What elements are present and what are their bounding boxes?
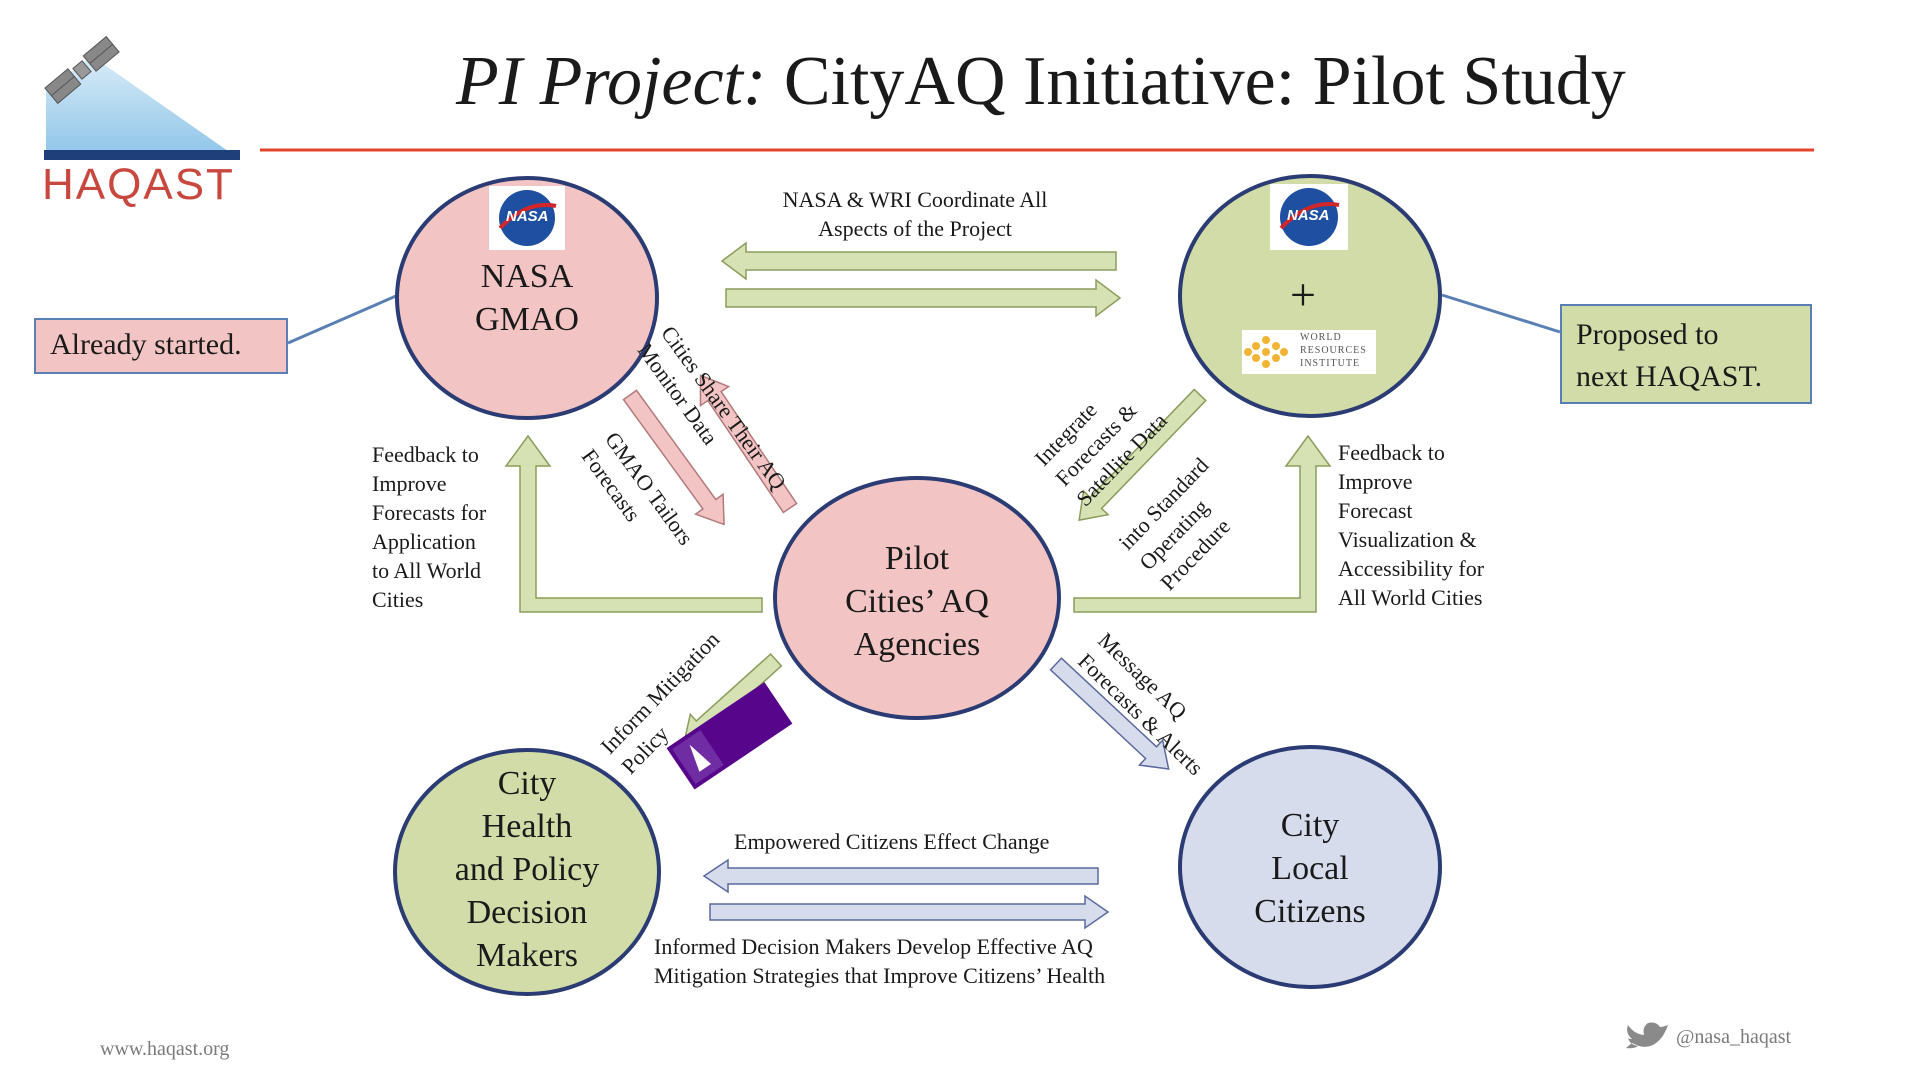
label-feedback-right: Feedback to Improve Forecast Visualizati… <box>1338 438 1484 612</box>
arrow-integrate-forecasts <box>1078 388 1207 522</box>
plus-sign: + <box>1290 269 1316 320</box>
label-informed: Informed Decision Makers Develop Effecti… <box>654 932 1105 990</box>
label-line: Visualization & <box>1338 527 1477 552</box>
wri-line: INSTITUTE <box>1300 358 1361 369</box>
node-line: Decision <box>466 894 588 931</box>
footer-twitter-handle[interactable]: @nasa_haqast <box>1676 1026 1792 1048</box>
arrow-to-gmao <box>720 241 1117 281</box>
arrow-gmao-forecasts <box>622 389 725 526</box>
label-line: Forecasts for <box>372 500 487 525</box>
callout-line: Proposed to <box>1576 318 1719 351</box>
label-line: Forecast <box>1338 498 1413 523</box>
label-line: NASA & WRI Coordinate All <box>782 187 1048 212</box>
callout-proposed: Proposed to next HAQAST. <box>1560 304 1812 404</box>
node-label-city-local: City Local Citizens <box>1220 804 1400 933</box>
arrow-cities-share-data <box>699 374 798 514</box>
node-city-health <box>393 748 661 996</box>
node-line: Makers <box>476 937 578 974</box>
label-line: Improve <box>1338 469 1413 494</box>
nasa-logo-word: NASA <box>1287 207 1330 224</box>
node-line: City <box>1280 807 1340 844</box>
haqast-logo <box>44 35 240 160</box>
node-nasa-gmao <box>395 176 659 420</box>
node-line: Citizens <box>1254 893 1366 930</box>
node-label-nasa-gmao: NASA GMAO <box>467 255 587 341</box>
wri-logo-text: WORLD RESOURCES INSTITUTE <box>1300 331 1367 370</box>
title-main: CityAQ Initiative: Pilot Study <box>766 43 1626 120</box>
node-label-city-health: City Health and Policy Decision Makers <box>427 762 627 977</box>
label-feedback-left: Feedback to Improve Forecasts for Applic… <box>372 440 486 614</box>
node-city-local <box>1178 745 1442 989</box>
arrow-to-citizens <box>709 894 1110 930</box>
label-line: Accessibility for <box>1338 556 1485 581</box>
wri-line: WORLD <box>1300 332 1342 343</box>
proposed-connector <box>1441 293 1561 334</box>
slide-title: PI Project: CityAQ Initiative: Pilot Stu… <box>456 42 1626 122</box>
nasa-logo-word: NASA <box>506 208 549 225</box>
satellite-icon <box>44 35 120 105</box>
arrow-to-nasa-wri <box>725 278 1122 318</box>
node-line: Pilot <box>884 540 950 577</box>
label-line: All World Cities <box>1338 585 1483 610</box>
node-line: City <box>497 765 557 802</box>
label-line: Mitigation Strategies that Improve Citiz… <box>654 963 1106 988</box>
arrow-message-alerts <box>1049 657 1170 770</box>
node-line: Health <box>481 808 573 845</box>
node-line: NASA <box>480 258 574 295</box>
haqast-logo-text: HAQAST <box>42 160 235 209</box>
node-line: Agencies <box>853 626 981 663</box>
label-line: Aspects of the Project <box>818 216 1012 241</box>
node-line: Local <box>1271 850 1349 887</box>
twitter-bird-icon <box>1626 1022 1668 1049</box>
wri-logo-icon <box>1242 330 1376 374</box>
label-coordinate: NASA & WRI Coordinate All Aspects of the… <box>770 185 1060 243</box>
node-line: GMAO <box>475 301 579 338</box>
nyu-logo-icon <box>666 682 793 790</box>
title-italic: PI Project: <box>456 43 767 120</box>
label-line: Informed Decision Makers Develop Effecti… <box>654 934 1093 959</box>
label-line: to All World <box>372 558 482 583</box>
nasa-meatball-icon <box>1270 184 1348 250</box>
arrow-feedback-left <box>504 434 763 613</box>
label-line: Feedback to <box>372 442 479 467</box>
label-line: Application <box>372 529 476 554</box>
label-line: Cities <box>372 587 424 612</box>
already-connector <box>287 294 397 345</box>
node-line: and Policy <box>454 851 600 888</box>
node-line: Cities’ AQ <box>845 583 989 620</box>
footer-website[interactable]: www.haqast.org <box>100 1038 230 1060</box>
nasa-meatball-icon <box>489 186 565 250</box>
label-line: Feedback to <box>1338 440 1445 465</box>
callout-line: next HAQAST. <box>1576 360 1763 393</box>
label-line: Improve <box>372 471 447 496</box>
callout-already-started: Already started. <box>34 318 288 374</box>
arrow-to-decision-makers <box>702 858 1099 894</box>
node-pilot <box>773 476 1061 720</box>
node-label-pilot: Pilot Cities’ AQ Agencies <box>817 537 1017 666</box>
label-empowered: Empowered Citizens Effect Change <box>734 829 1050 854</box>
wri-line: RESOURCES <box>1300 345 1367 356</box>
arrow-feedback-right <box>1073 434 1332 613</box>
